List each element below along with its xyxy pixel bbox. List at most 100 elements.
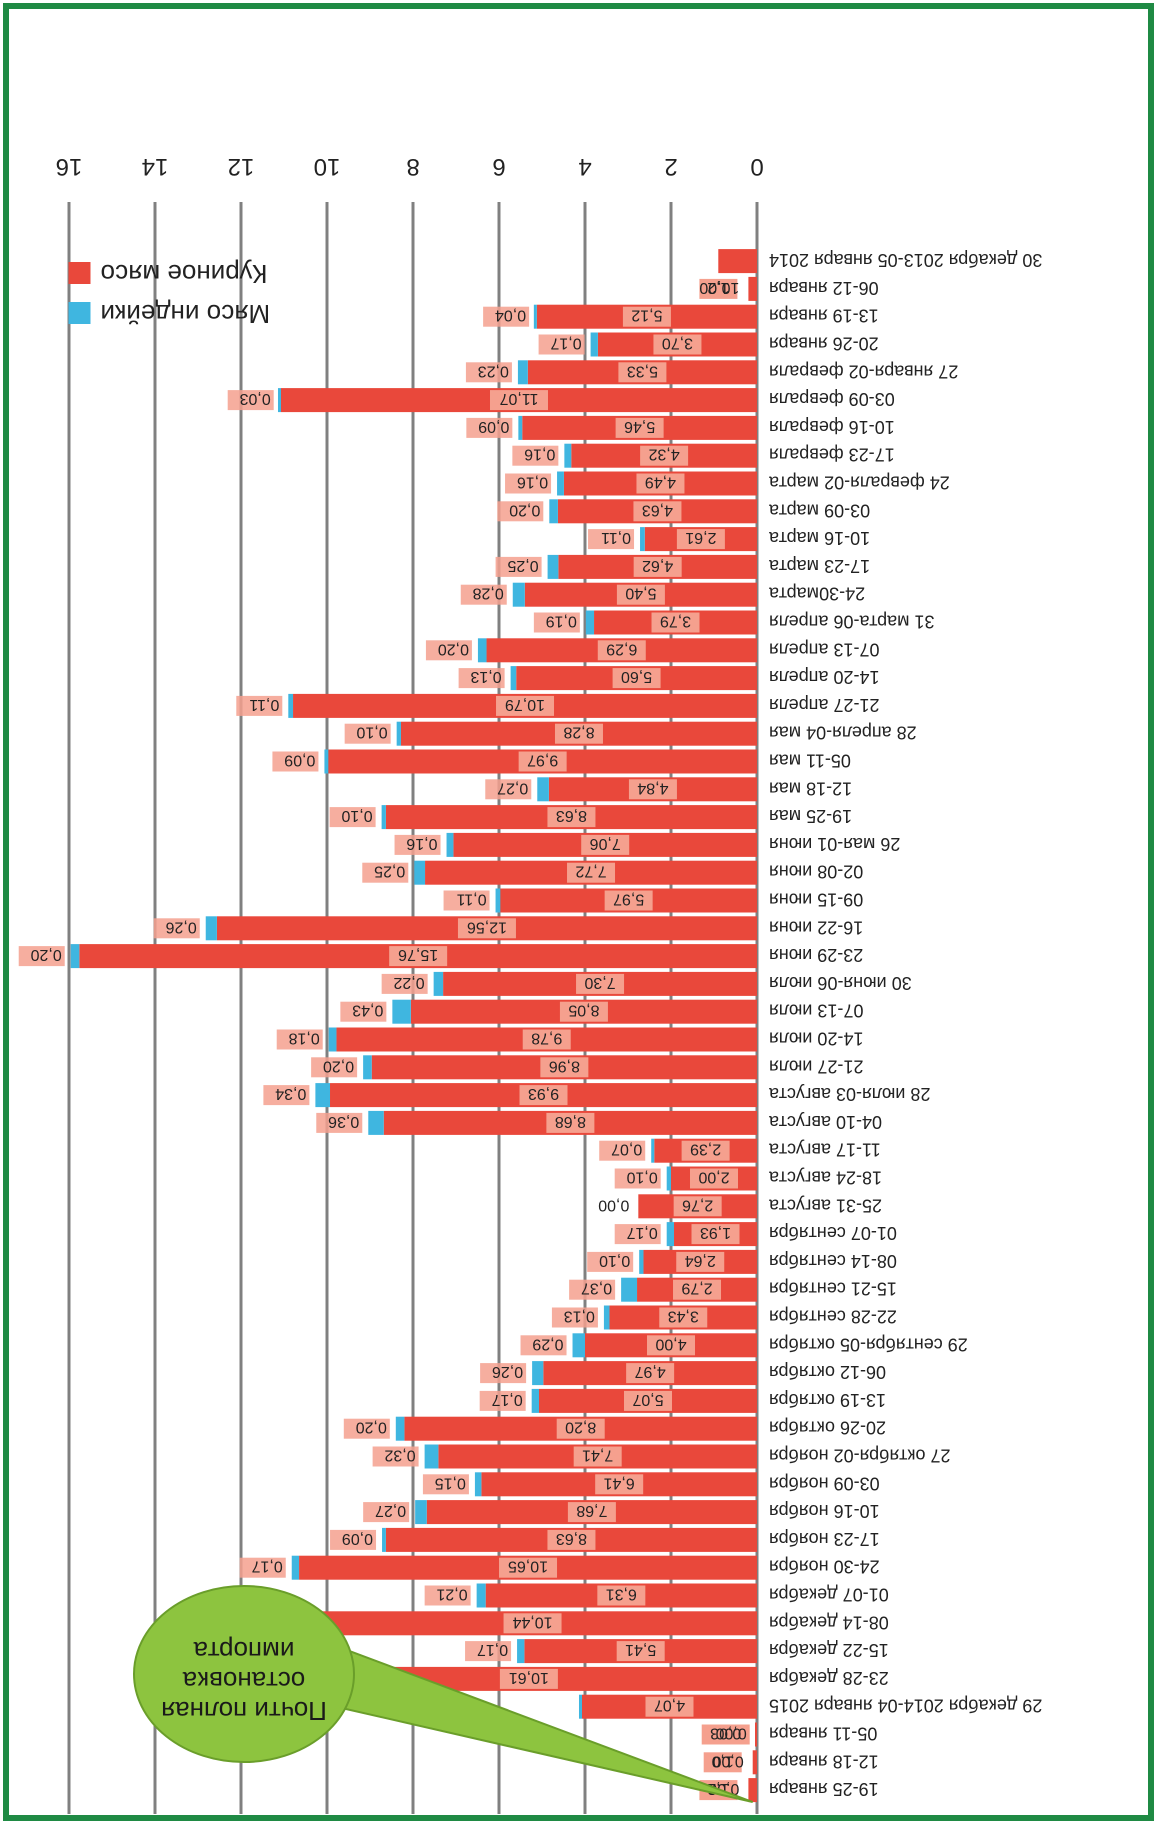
chicken-value-label: 7,68 — [576, 1502, 607, 1519]
turkey-label-bg — [227, 390, 274, 411]
chicken-label-bg — [659, 1307, 708, 1328]
legend-swatch-turkey — [68, 302, 91, 324]
chicken-label-bg — [690, 1168, 738, 1189]
turkey-value-label: 0,22 — [393, 974, 424, 991]
chicken-label-bg — [581, 834, 630, 855]
turkey-value-label: 0,43 — [352, 1002, 383, 1019]
turkey-value-label: 0,09 — [284, 752, 315, 769]
chicken-label-bg — [546, 1112, 595, 1133]
bar-turkey — [666, 1166, 671, 1191]
category-label: 01-07 декабря — [769, 1585, 889, 1605]
turkey-value-label: 0,27 — [375, 1502, 406, 1519]
chicken-value-label: 4,97 — [634, 1363, 665, 1380]
chicken-label-bg — [567, 1502, 616, 1523]
turkey-value-label: 0,20 — [30, 946, 61, 963]
category-label: 05-11 мая — [769, 751, 851, 771]
turkey-value-label: 0,11 — [249, 696, 279, 713]
bar-turkey — [392, 999, 411, 1024]
chicken-value-label: 5,60 — [621, 668, 652, 685]
category-label: 10-16 марта — [768, 528, 870, 548]
category-label: 27 октября-02 ноября — [769, 1446, 951, 1466]
category-label: 12-18 мая — [769, 778, 852, 798]
category-label: 19-25 января — [769, 1779, 879, 1799]
bar-turkey — [446, 832, 454, 857]
chicken-value-label: 3,70 — [662, 335, 693, 352]
bar-turkey — [651, 1138, 655, 1163]
bar-turkey — [382, 1527, 386, 1552]
turkey-value-label: 0,11 — [601, 529, 631, 546]
bar-turkey — [381, 805, 386, 830]
turkey-label-bg — [153, 918, 200, 939]
bar-turkey — [415, 1500, 427, 1525]
bar-turkey — [476, 1583, 486, 1608]
bar-turkey — [533, 304, 537, 329]
chicken-value-label: 9,93 — [528, 1085, 559, 1102]
turkey-value-label: 0,17 — [251, 1558, 282, 1575]
bar-turkey — [666, 1222, 675, 1247]
chicken-label-bg — [567, 862, 616, 883]
category-label: 17-23 марта — [768, 556, 870, 576]
turkey-value-label: 0,32 — [384, 1447, 415, 1464]
chicken-value-label: 4,00 — [655, 1335, 686, 1352]
category-label: 06-12 января — [769, 278, 879, 298]
chicken-label-bg — [499, 1557, 558, 1578]
turkey-value-label: 0,20 — [323, 1057, 354, 1074]
chicken-label-bg — [540, 1057, 589, 1078]
chicken-value-label: 2,79 — [681, 1280, 712, 1297]
chicken-value-label: 10,65 — [508, 1558, 548, 1575]
bar-turkey — [537, 777, 549, 802]
chicken-label-bg — [389, 946, 448, 967]
turkey-label-bg — [479, 1390, 526, 1411]
bar-turkey — [532, 1361, 544, 1386]
category-label: 07-13 июля — [769, 1001, 863, 1021]
category-label: 04-10 августа — [768, 1112, 882, 1132]
chicken-value-label: 4,07 — [654, 1697, 685, 1714]
chicken-label-bg — [616, 584, 665, 605]
turkey-label-bg — [263, 1085, 310, 1106]
turkey-value-label: 0,17 — [626, 1224, 657, 1241]
category-label: 05-11 января — [769, 1724, 877, 1744]
bar-turkey — [328, 1027, 337, 1052]
category-label: 25-31 августа — [768, 1195, 882, 1215]
chicken-label-bg — [633, 501, 682, 522]
chicken-value-label: 8,63 — [556, 807, 587, 824]
turkey-label-bg — [551, 1307, 598, 1328]
turkey-label-bg — [443, 890, 490, 911]
tick-label: 2 — [664, 153, 677, 180]
category-label: 18-24 августа — [768, 1168, 882, 1188]
chicken-label-bg — [647, 1335, 695, 1356]
turkey-value-label: 0,16 — [524, 446, 555, 463]
chicken-label-bg — [597, 1585, 646, 1606]
category-label: 24-30марта — [768, 584, 865, 604]
tick-label: 16 — [56, 153, 83, 180]
turkey-label-bg — [425, 640, 472, 661]
turkey-value-label: 0,07 — [611, 1141, 642, 1158]
chicken-label-bg — [645, 1696, 694, 1717]
chicken-label-bg — [559, 1001, 608, 1022]
turkey-label-bg — [480, 1363, 527, 1384]
category-label: 08-14 сентября — [769, 1251, 897, 1271]
category-label: 28 апреля-04 мая — [769, 723, 917, 743]
bar-turkey — [572, 1333, 585, 1358]
category-label: 21-27 июля — [769, 1056, 863, 1076]
turkey-label-bg — [363, 1502, 410, 1523]
turkey-label-bg — [311, 1057, 358, 1078]
chicken-value-label: 9,78 — [531, 1030, 562, 1047]
bar-turkey — [512, 582, 525, 607]
bar-turkey — [547, 554, 559, 579]
category-label: 23-28 декабря — [769, 1668, 889, 1688]
bar-turkey — [395, 1416, 405, 1441]
chicken-label-bg — [489, 390, 548, 411]
annotation-bubble — [133, 1585, 355, 1763]
chicken-value-label: 7,30 — [584, 974, 615, 991]
legend-swatch-chicken — [68, 262, 91, 284]
turkey-label-bg — [236, 695, 283, 716]
chicken-label-bg — [628, 779, 677, 800]
category-label: 24 февраля-02 марта — [768, 473, 950, 493]
category-label: 30 декабря 2013-05 января 2014 — [769, 250, 1042, 270]
turkey-label-bg — [569, 1279, 616, 1300]
category-label: 19-25 мая — [769, 806, 852, 826]
bar-turkey — [549, 499, 558, 524]
turkey-label-bg — [505, 473, 552, 494]
